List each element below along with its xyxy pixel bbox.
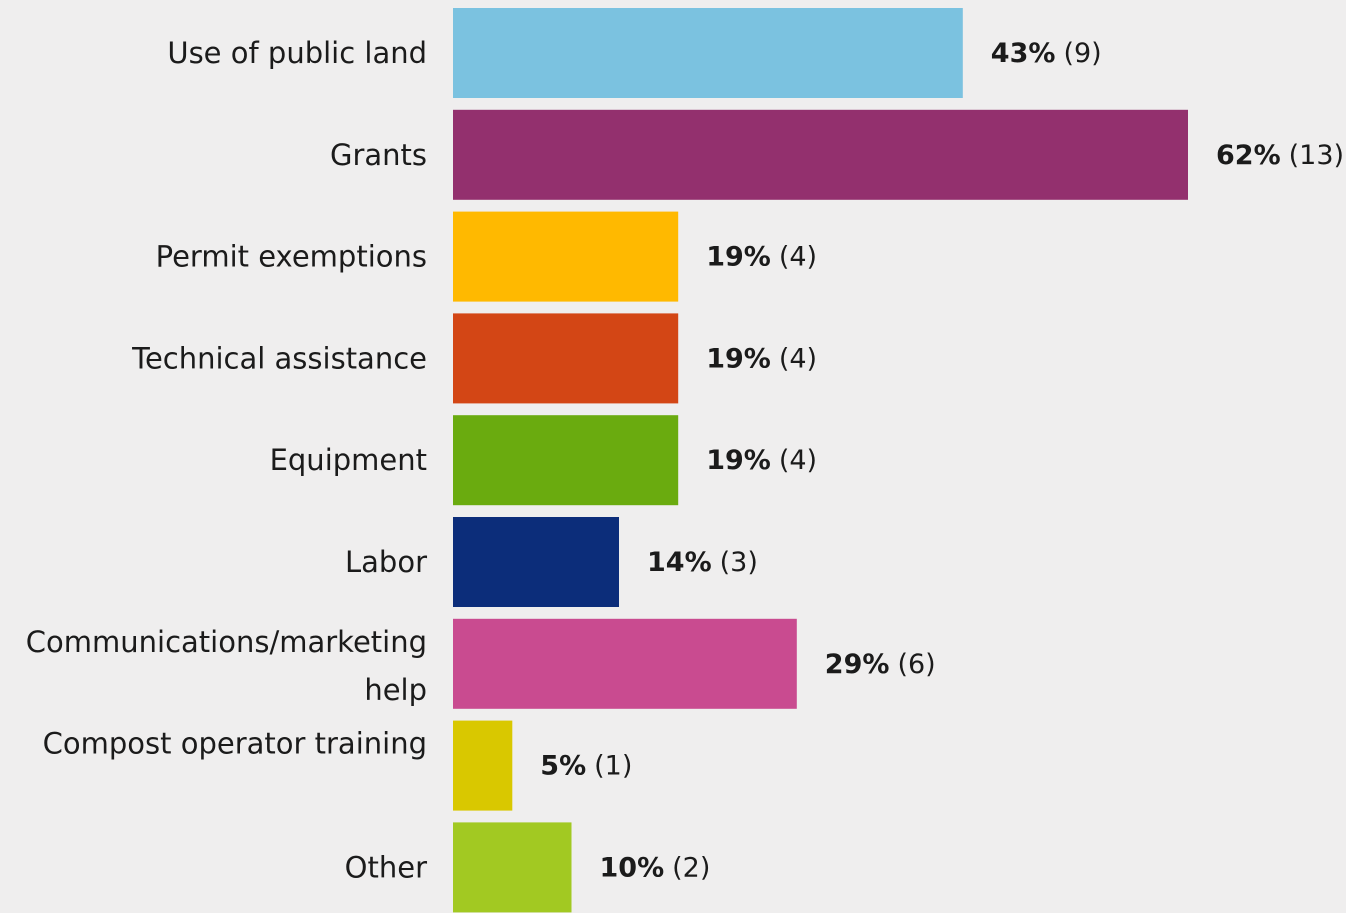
bar-other: [453, 822, 572, 913]
value-count-technical-assistance: (4): [779, 343, 817, 374]
bar-communications-marketing-help: [453, 618, 797, 709]
value-count-use-of-public-land: (9): [1063, 38, 1101, 69]
value-label-equipment: 19% (4): [706, 445, 817, 476]
value-label-labor: 14% (3): [647, 547, 758, 578]
value-label-technical-assistance: 19% (4): [706, 343, 817, 374]
value-percent-use-of-public-land: 43%: [991, 38, 1056, 69]
category-label-technical-assistance: Technical assistance: [131, 341, 427, 375]
bar-grants: [453, 109, 1188, 200]
value-label-compost-operator-training: 5% (1): [540, 751, 632, 782]
category-label-other: Other: [345, 850, 427, 884]
value-label-grants: 62% (13): [1216, 140, 1344, 171]
value-count-labor: (3): [720, 547, 758, 578]
value-count-communications-marketing-help: (6): [897, 649, 935, 680]
bar-technical-assistance: [453, 313, 679, 404]
value-labels: 43% (9) 62% (13) 19% (4) 19% (4) 19% (4) 14% (3) 29%…: [540, 38, 1344, 883]
value-label-other: 10% (2): [600, 852, 711, 883]
value-label-communications-marketing-help: 29% (6): [825, 649, 936, 680]
value-count-equipment: (4): [779, 445, 817, 476]
value-count-permit-exemptions: (4): [779, 242, 817, 273]
category-label-equipment: Equipment: [270, 443, 427, 477]
value-count-compost-operator-training: (1): [594, 751, 632, 782]
value-percent-other: 10%: [600, 852, 665, 883]
value-percent-compost-operator-training: 5%: [540, 751, 586, 782]
category-label-permit-exemptions: Permit exemptions: [156, 240, 427, 274]
category-labels: Use of public land Grants Permit exemption…: [26, 36, 427, 884]
bar-equipment: [453, 415, 679, 506]
bar-use-of-public-land: [453, 8, 963, 98]
category-label-use-of-public-land: Use of public land: [167, 36, 427, 70]
value-label-permit-exemptions: 19% (4): [706, 242, 817, 273]
value-percent-equipment: 19%: [706, 445, 771, 476]
bar-labor: [453, 517, 619, 607]
category-label-compost-operator-training: Compost operator training: [43, 727, 427, 761]
value-percent-grants: 62%: [1216, 140, 1281, 171]
value-count-grants: (13): [1289, 140, 1344, 171]
value-percent-permit-exemptions: 19%: [706, 242, 771, 273]
value-label-use-of-public-land: 43% (9): [991, 38, 1102, 69]
bars: [453, 8, 1188, 913]
category-label-grants: Grants: [330, 138, 427, 172]
category-label-communications-marketing-help: Communications/marketing help: [26, 625, 427, 707]
value-count-other: (2): [672, 852, 710, 883]
value-percent-technical-assistance: 19%: [706, 343, 771, 374]
bar-compost-operator-training: [453, 720, 513, 811]
value-percent-communications-marketing-help: 29%: [825, 649, 890, 680]
category-label-labor: Labor: [345, 545, 427, 579]
bar-permit-exemptions: [453, 211, 679, 302]
value-percent-labor: 14%: [647, 547, 712, 578]
